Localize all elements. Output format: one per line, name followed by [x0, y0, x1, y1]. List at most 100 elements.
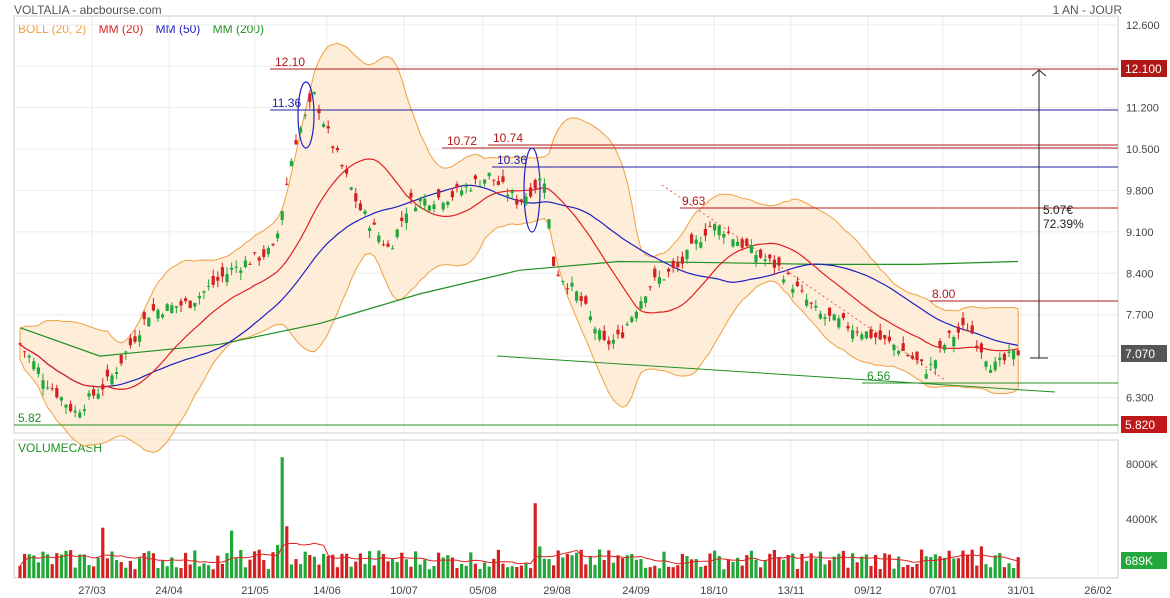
candle-body: [515, 198, 519, 205]
candle-body: [579, 296, 583, 302]
volume-bar: [961, 550, 965, 578]
candle-body: [87, 393, 91, 397]
candle-body: [437, 189, 441, 198]
candle-body: [855, 331, 859, 333]
level-label-9-63: 9.63: [682, 194, 706, 208]
candle-body: [989, 369, 993, 373]
candle-body: [556, 274, 560, 276]
candle-body: [805, 299, 809, 306]
candle-body: [248, 263, 252, 265]
volume-bar: [759, 567, 763, 578]
candle-body: [970, 325, 974, 334]
volume-bar: [354, 561, 358, 578]
volume-bar: [782, 559, 786, 578]
candle-body: [708, 225, 712, 227]
candle-body: [598, 330, 602, 340]
legend-mm200: MM (200): [212, 22, 264, 36]
marker-low-bg: [1121, 416, 1167, 433]
candle-body: [874, 333, 878, 338]
volume-bar: [211, 569, 215, 578]
volume-tick-label: 4000K: [1126, 514, 1158, 526]
volume-bar: [731, 561, 735, 578]
volume-tick-label: 8000K: [1126, 459, 1158, 471]
volume-bar: [805, 561, 809, 578]
candle-body: [64, 404, 68, 408]
volume-bar: [616, 555, 620, 578]
candle-body: [653, 268, 657, 278]
candle-body: [335, 148, 339, 151]
volume-bar: [690, 559, 694, 578]
candle-body: [703, 229, 707, 236]
candle-body: [299, 128, 303, 133]
volume-bar: [193, 550, 197, 578]
marker-high-bg: [1121, 60, 1167, 77]
candle-body: [271, 243, 275, 246]
level-label-10-36: 10.36: [497, 153, 527, 167]
candle-body: [124, 351, 128, 353]
candle-body: [593, 328, 597, 334]
volume-bar: [772, 549, 776, 578]
candle-body: [625, 324, 629, 326]
move-percent-label: 72.39%: [1043, 217, 1084, 231]
volume-bar: [473, 563, 477, 578]
candle-body: [280, 210, 284, 220]
candle-body: [96, 393, 100, 399]
bollinger-band: [19, 42, 1019, 454]
candle-body: [377, 235, 381, 243]
candle-body: [864, 331, 868, 339]
candle-body: [768, 254, 772, 259]
dotted-trendline: [661, 184, 946, 381]
candle-body: [469, 190, 473, 192]
volume-bar: [289, 564, 293, 578]
candle-body: [920, 359, 924, 362]
candle-body: [993, 361, 997, 371]
volume-bar: [46, 554, 50, 578]
volume-bar: [409, 566, 413, 578]
candle-body: [202, 291, 206, 293]
candle-body: [101, 384, 105, 390]
candle-body: [478, 185, 482, 187]
candle-body: [414, 207, 418, 212]
candle-body: [998, 357, 1002, 361]
volume-bar: [524, 563, 528, 578]
volume-bar: [188, 564, 192, 578]
volume-bar: [644, 567, 648, 578]
volume-bar: [368, 551, 372, 578]
volume-bar: [943, 557, 947, 578]
candle-body: [634, 311, 638, 319]
candle-body: [243, 260, 247, 268]
candle-body: [368, 228, 372, 232]
candle-body: [69, 403, 73, 412]
volume-bar: [657, 568, 661, 578]
volume-bar: [276, 544, 280, 578]
volume-bar: [920, 549, 924, 578]
volume-bar: [542, 558, 546, 578]
candle-body: [713, 224, 717, 231]
candle-body: [55, 388, 59, 398]
volume-bar: [989, 567, 993, 578]
volume-bar: [713, 550, 717, 578]
candle-body: [128, 338, 132, 346]
candle-body: [450, 191, 454, 198]
candle-body: [943, 344, 947, 351]
volume-bar: [938, 556, 942, 578]
volume-bar: [64, 550, 68, 578]
support-trendline: [496, 355, 1056, 393]
volume-bar: [653, 565, 657, 578]
candle-body: [717, 225, 721, 236]
annotations: 12.10 11.36 10.72 10.74 10.36 9.63 8.00 6.56 5.8…: [18, 55, 1167, 569]
candle-body: [542, 183, 546, 193]
candle-body: [110, 375, 114, 385]
price-tick-label: 7.700: [1126, 310, 1154, 322]
candle-body: [519, 199, 523, 202]
candle-body: [602, 330, 606, 340]
candle-body: [851, 330, 855, 339]
volume-bar: [823, 564, 827, 578]
candle-body: [607, 340, 611, 345]
volume-bar: [133, 569, 137, 578]
date-tick-label: 09/12: [854, 585, 882, 597]
volume-bar: [460, 563, 464, 578]
candle-body: [800, 290, 804, 292]
volume-bar: [570, 555, 574, 578]
candle-body: [262, 249, 266, 257]
